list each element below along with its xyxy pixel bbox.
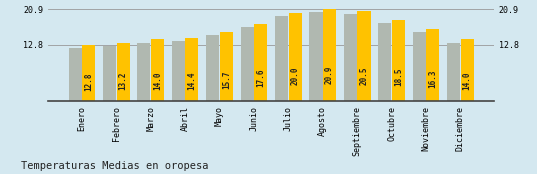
Bar [378, 23, 391, 101]
Text: 20.0: 20.0 [291, 67, 300, 85]
Bar [151, 39, 164, 101]
Text: 12.8: 12.8 [84, 72, 93, 91]
Text: 16.3: 16.3 [429, 70, 437, 88]
Bar [220, 32, 233, 101]
Bar [309, 12, 323, 101]
Bar [447, 42, 460, 101]
Text: 15.7: 15.7 [222, 70, 231, 89]
Bar [392, 20, 405, 101]
Bar [103, 46, 116, 101]
Bar [69, 48, 82, 101]
Bar [241, 27, 253, 101]
Text: 20.9: 20.9 [325, 66, 334, 84]
Text: 14.0: 14.0 [463, 71, 471, 90]
Bar [426, 29, 439, 101]
Bar [254, 24, 267, 101]
Bar [185, 38, 199, 101]
Bar [358, 11, 371, 101]
Text: 14.4: 14.4 [187, 71, 197, 90]
Bar [413, 32, 426, 101]
Text: 20.5: 20.5 [359, 66, 368, 85]
Text: 18.5: 18.5 [394, 68, 403, 86]
Text: 13.2: 13.2 [119, 72, 128, 90]
Bar [344, 14, 357, 101]
Bar [172, 41, 185, 101]
Bar [323, 9, 336, 101]
Bar [137, 42, 150, 101]
Bar [461, 39, 474, 101]
Bar [289, 13, 302, 101]
Bar [206, 35, 219, 101]
Text: 14.0: 14.0 [153, 71, 162, 90]
Bar [275, 16, 288, 101]
Bar [82, 45, 95, 101]
Text: 17.6: 17.6 [256, 69, 265, 87]
Text: Temperaturas Medias en oropesa: Temperaturas Medias en oropesa [21, 161, 209, 171]
Bar [117, 43, 129, 101]
